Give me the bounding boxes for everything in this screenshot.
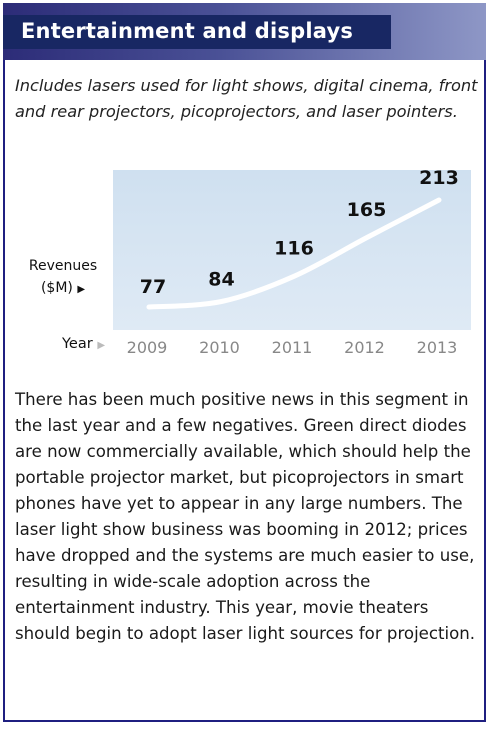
data-label: 84: [208, 268, 234, 290]
x-axis-label-text: Year: [62, 336, 93, 352]
data-label: 116: [274, 237, 314, 259]
body-paragraph: There has been much positive news in thi…: [15, 390, 476, 643]
y-axis-label-line2: ($M): [40, 280, 73, 296]
x-axis-label: Year ▶: [62, 336, 105, 352]
x-tick-label: 2010: [199, 338, 240, 357]
y-axis-label: Revenues ($M) ▶: [20, 255, 106, 301]
sidebar-box-frame: [3, 3, 486, 722]
y-axis-arrow-icon: ▶: [77, 284, 86, 295]
title-bar: [3, 15, 391, 49]
section-header: Entertainment and displays: [3, 3, 486, 60]
data-label: 77: [140, 276, 166, 298]
data-label: 213: [419, 167, 459, 189]
series-line: [146, 197, 442, 310]
x-tick-label: 2012: [344, 338, 385, 357]
chart-background: [113, 170, 471, 330]
x-tick-label: 2009: [127, 338, 168, 357]
x-tick-label: 2011: [272, 338, 313, 357]
section-title: Entertainment and displays: [21, 19, 354, 43]
x-tick-label: 2013: [417, 338, 458, 357]
x-axis-arrow-icon: ▶: [97, 340, 106, 351]
revenue-chart: 77 84 116 165 213 2009 2010 2011 2012 2013: [127, 167, 459, 357]
data-label: 165: [347, 199, 387, 221]
section-subtitle: Includes lasers used for light shows, di…: [15, 76, 478, 121]
y-axis-label-line1: Revenues: [28, 258, 98, 274]
